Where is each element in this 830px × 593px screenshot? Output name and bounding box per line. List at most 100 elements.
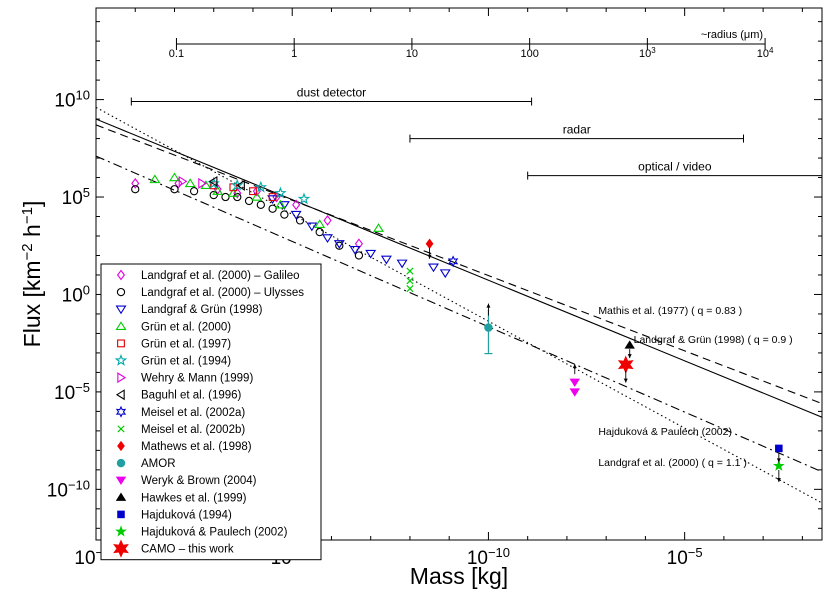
data-point: [212, 186, 224, 195]
limit-arrowhead: [486, 303, 491, 308]
legend-marker: [115, 476, 127, 486]
legend-label: Hawkes et al. (1999): [141, 492, 247, 504]
legend-label: CAMO – this work: [141, 544, 234, 556]
data-point: [354, 251, 364, 260]
legend-marker: [117, 440, 125, 452]
range-label: radar: [563, 123, 591, 137]
legend-label: AMOR: [141, 458, 176, 470]
data-point: [406, 285, 414, 293]
series: [131, 185, 364, 260]
data-point: [439, 269, 451, 279]
data-point: [252, 185, 261, 197]
series: [775, 444, 783, 453]
data-point: [267, 195, 279, 205]
y-tick-label: 100: [62, 282, 90, 307]
radius-tick-label: 1: [291, 48, 297, 60]
line-label: Landgraf et al. (2000) ( q = 1.1 ): [598, 457, 747, 469]
data-point: [447, 255, 459, 268]
legend-marker: [115, 405, 127, 418]
data-point: [256, 200, 265, 209]
legend-marker: [116, 287, 126, 297]
data-point: [170, 185, 179, 194]
legend-label: Wehry & Mann (1999): [141, 373, 253, 385]
y-tick-label: 10−10: [47, 477, 90, 502]
data-point: [268, 204, 277, 213]
radius-tick-label: 10: [406, 48, 418, 60]
legend-marker: [115, 525, 127, 537]
data-point: [295, 216, 305, 225]
legend-label: Grün et al. (1994): [141, 356, 231, 368]
data-point: [254, 180, 268, 193]
legend-label: Hajduková & Paulech (2002): [141, 527, 288, 539]
series: [569, 378, 580, 397]
limit-arrowhead: [776, 477, 781, 482]
legend-marker: [113, 539, 129, 558]
radius-axis-label: ~radius (μm): [701, 29, 763, 41]
series: [208, 175, 245, 191]
data-point: [427, 263, 439, 273]
data-point: [168, 172, 180, 182]
limit-arrowhead: [623, 378, 628, 383]
data-point: [297, 192, 311, 205]
radius-tick-label: 0.1: [169, 48, 184, 60]
data-point: [290, 210, 302, 220]
data-point: [178, 175, 188, 187]
radius-tick-label: 100: [520, 48, 538, 60]
data-point: [131, 177, 140, 189]
legend-label: Mathews et al. (1998): [141, 441, 252, 453]
legend-label: Grün et al. (2000): [141, 321, 231, 333]
series: [624, 340, 635, 349]
x-axis-label: Mass [kg]: [410, 563, 508, 589]
data-point: [772, 459, 785, 471]
limit-arrowhead: [427, 254, 432, 259]
limit-arrowhead: [572, 364, 577, 369]
data-point: [292, 199, 301, 211]
legend-label: Meisel et al. (2002a): [141, 407, 245, 419]
data-point: [274, 199, 286, 209]
data-point: [315, 227, 324, 237]
line-label: Hajduková & Paulech (2002): [598, 426, 732, 438]
data-point: [569, 378, 580, 387]
fit-lines: [96, 106, 822, 504]
series: [149, 172, 385, 232]
legend-label: Landgraf et al. (2000) – Galileo: [141, 270, 300, 282]
line-label: Landgraf & Grün (1998) ( q = 0.9 ): [634, 334, 793, 346]
data-point: [149, 174, 161, 184]
data-point: [227, 188, 239, 197]
series: [178, 175, 208, 189]
legend-label: Weryk & Brown (2004): [141, 475, 257, 487]
data-point: [184, 178, 196, 188]
legend-marker: [115, 321, 127, 331]
range-label: dust detector: [297, 86, 366, 100]
data-point: [208, 175, 218, 187]
data-point: [335, 241, 344, 250]
data-point: [775, 444, 783, 453]
legend-box: [100, 263, 322, 561]
fit-line: [96, 155, 822, 473]
data-point: [406, 277, 414, 285]
legend-label: Hajduková (1994): [141, 509, 232, 521]
data-point: [278, 201, 290, 210]
legend: Landgraf et al. (2000) – Galileo Landgraf…: [100, 263, 322, 561]
data-point: [236, 179, 245, 191]
data-point: [396, 259, 408, 269]
series: [772, 459, 785, 471]
data-point: [251, 191, 263, 201]
data-point: [314, 219, 326, 229]
data-point: [209, 190, 218, 200]
legend-marker: [117, 425, 125, 433]
line-labels: Mathis et al. (1977) ( q = 0.83 ) Landgra…: [598, 305, 792, 469]
data-point: [569, 388, 580, 397]
data-point: [198, 177, 208, 189]
data-point: [322, 234, 334, 244]
range-label: optical / video: [638, 160, 712, 174]
data-point: [373, 223, 385, 232]
data-point: [380, 255, 392, 265]
data-point: [306, 222, 318, 232]
data-point: [406, 267, 414, 275]
fit-line: [96, 118, 822, 418]
fit-line: [96, 106, 822, 504]
y-tick-label: 1010: [54, 87, 90, 112]
legend-marker: [116, 269, 126, 281]
